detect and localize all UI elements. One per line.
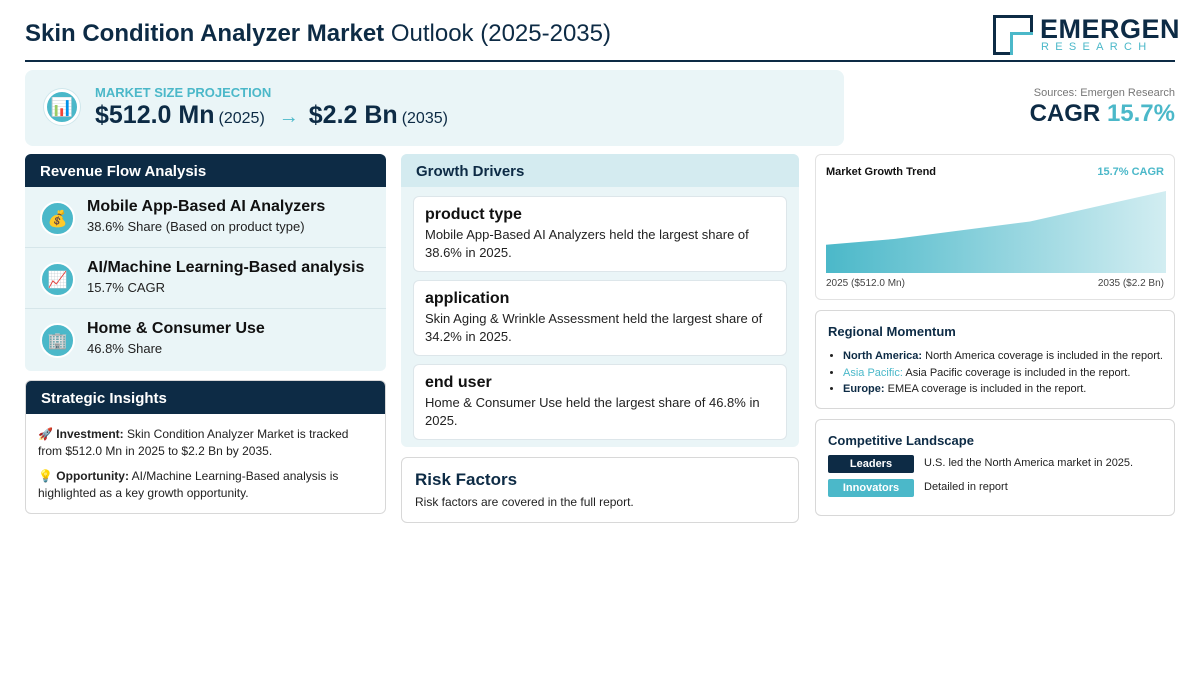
arrow-icon: → [278, 106, 299, 128]
revenue-item-title: Mobile App-Based AI Analyzers [87, 198, 326, 215]
lightbulb-icon: 💡 [38, 469, 53, 483]
driver-title: product type [425, 206, 522, 223]
leaders-row: Leaders U.S. led the North America marke… [828, 455, 1168, 473]
regional-title: Regional Momentum [828, 324, 956, 339]
start-value: $512.0 Mn [95, 101, 215, 129]
revenue-flow-heading: Revenue Flow Analysis [25, 154, 386, 187]
growth-drivers-panel: Growth Drivers product type Mobile App-B… [401, 154, 799, 447]
trend-chart-icon: 📈 [40, 262, 75, 297]
leaders-text: U.S. led the North America market in 202… [924, 457, 1134, 469]
region-item: North America: North America coverage is… [843, 348, 1168, 365]
investment-text: Skin Condition Analyzer Market is tracke… [38, 427, 349, 458]
region-item: Asia Pacific: Asia Pacific coverage is i… [843, 365, 1168, 382]
cagr-summary: Sources: Emergen Research CAGR 15.7% [1030, 87, 1175, 128]
revenue-item-title: AI/Machine Learning-Based analysis [87, 259, 365, 276]
strategic-insights-panel: Strategic Insights 🚀 Investment: Skin Co… [25, 380, 386, 514]
driver-title: end user [425, 374, 492, 391]
money-bag-icon: 💰 [40, 201, 75, 236]
region-label: North America: [843, 350, 923, 362]
region-text: North America coverage is included in th… [925, 350, 1163, 362]
trend-start-label: 2025 ($512.0 Mn) [826, 278, 905, 289]
end-value: $2.2 Bn [308, 101, 398, 129]
driver-card: end user Home & Consumer Use held the la… [413, 364, 787, 440]
investment-insight: 🚀 Investment: Skin Condition Analyzer Ma… [26, 426, 385, 460]
risk-text: Risk factors are covered in the full rep… [415, 495, 634, 509]
logo-name: EMERGEN [1040, 14, 1181, 44]
cagr-value: 15.7% [1106, 100, 1175, 127]
trend-end-label: 2035 ($2.2 Bn) [1097, 278, 1164, 289]
end-year: (2035) [401, 110, 448, 127]
strategic-insights-heading: Strategic Insights [26, 381, 385, 414]
driver-card: application Skin Aging & Wrinkle Assessm… [413, 280, 787, 356]
risk-title: Risk Factors [415, 470, 518, 489]
trend-cagr: 15.7% CAGR [1097, 166, 1164, 178]
region-label: Asia Pacific: [843, 366, 903, 379]
investment-label: Investment: [56, 427, 124, 441]
region-text: EMEA coverage is included in the report. [887, 383, 1087, 395]
driver-card: product type Mobile App-Based AI Analyze… [413, 196, 787, 272]
title-rest: Outlook (2025-2035) [390, 20, 611, 47]
trend-title: Market Growth Trend [826, 166, 937, 178]
cagr-label: CAGR [1029, 100, 1101, 127]
driver-text: Mobile App-Based AI Analyzers held the l… [425, 227, 749, 260]
competitive-title: Competitive Landscape [828, 433, 974, 448]
revenue-item-sub: 38.6% Share (Based on product type) [87, 219, 305, 234]
region-item: Europe: EMEA coverage is included in the… [843, 381, 1168, 398]
emergen-logo[interactable]: EMERGEN RESEARCH [993, 14, 1180, 56]
driver-text: Skin Aging & Wrinkle Assessment held the… [425, 311, 763, 344]
revenue-flow-panel: Revenue Flow Analysis 💰 Mobile App-Based… [25, 154, 386, 371]
market-size-projection: 📊 MARKET SIZE PROJECTION $512.0 Mn (2025)… [25, 70, 844, 146]
revenue-item: 🏢 Home & Consumer Use 46.8% Share [25, 309, 386, 370]
revenue-item-title: Home & Consumer Use [87, 320, 265, 337]
revenue-item-sub: 46.8% Share [87, 341, 163, 356]
start-year: (2025) [218, 110, 265, 127]
innovators-badge: Innovators [828, 479, 914, 497]
page-header: Skin Condition Analyzer Market Outlook (… [25, 12, 1180, 62]
cagr-headline: CAGR 15.7% [1030, 100, 1175, 128]
driver-text: Home & Consumer Use held the largest sha… [425, 395, 760, 428]
growth-area-chart [826, 191, 1166, 273]
revenue-item: 📈 AI/Machine Learning-Based analysis 15.… [25, 248, 386, 309]
logo-mark-icon [993, 15, 1033, 55]
growth-drivers-heading: Growth Drivers [401, 154, 799, 187]
regional-momentum-panel: Regional Momentum North America: North A… [815, 310, 1175, 409]
title-bold: Skin Condition Analyzer Market [25, 20, 385, 47]
innovators-text: Detailed in report [924, 481, 1008, 493]
rocket-icon: 🚀 [38, 427, 53, 441]
competitive-landscape-panel: Competitive Landscape Leaders U.S. led t… [815, 419, 1175, 516]
opportunity-text: AI/Machine Learning-Based analysis is hi… [38, 469, 339, 500]
revenue-item-sub: 15.7% CAGR [87, 280, 166, 295]
innovators-row: Innovators Detailed in report [828, 479, 1168, 497]
regional-list: North America: North America coverage is… [843, 348, 1168, 398]
growth-area [826, 191, 1166, 273]
opportunity-insight: 💡 Opportunity: AI/Machine Learning-Based… [26, 468, 385, 502]
risk-factors-panel: Risk Factors Risk factors are covered in… [401, 457, 799, 523]
leaders-badge: Leaders [828, 455, 914, 473]
market-growth-trend-panel: Market Growth Trend 15.7% CAGR 2025 ($51… [815, 154, 1175, 300]
logo-sub: RESEARCH [1041, 41, 1153, 53]
page-title: Skin Condition Analyzer Market Outlook (… [25, 20, 611, 48]
projection-label: MARKET SIZE PROJECTION [95, 85, 272, 100]
sources-text: Sources: Emergen Research [1033, 87, 1175, 99]
opportunity-label: Opportunity: [56, 469, 129, 483]
revenue-item: 💰 Mobile App-Based AI Analyzers 38.6% Sh… [25, 187, 386, 248]
projection-values: $512.0 Mn (2025) → $2.2 Bn (2035) [95, 101, 448, 130]
bar-chart-icon: 📊 [44, 89, 80, 125]
region-label: Europe: [843, 383, 885, 395]
driver-title: application [425, 290, 510, 307]
region-text: Asia Pacific coverage is included in the… [905, 366, 1131, 379]
building-icon: 🏢 [40, 323, 75, 358]
